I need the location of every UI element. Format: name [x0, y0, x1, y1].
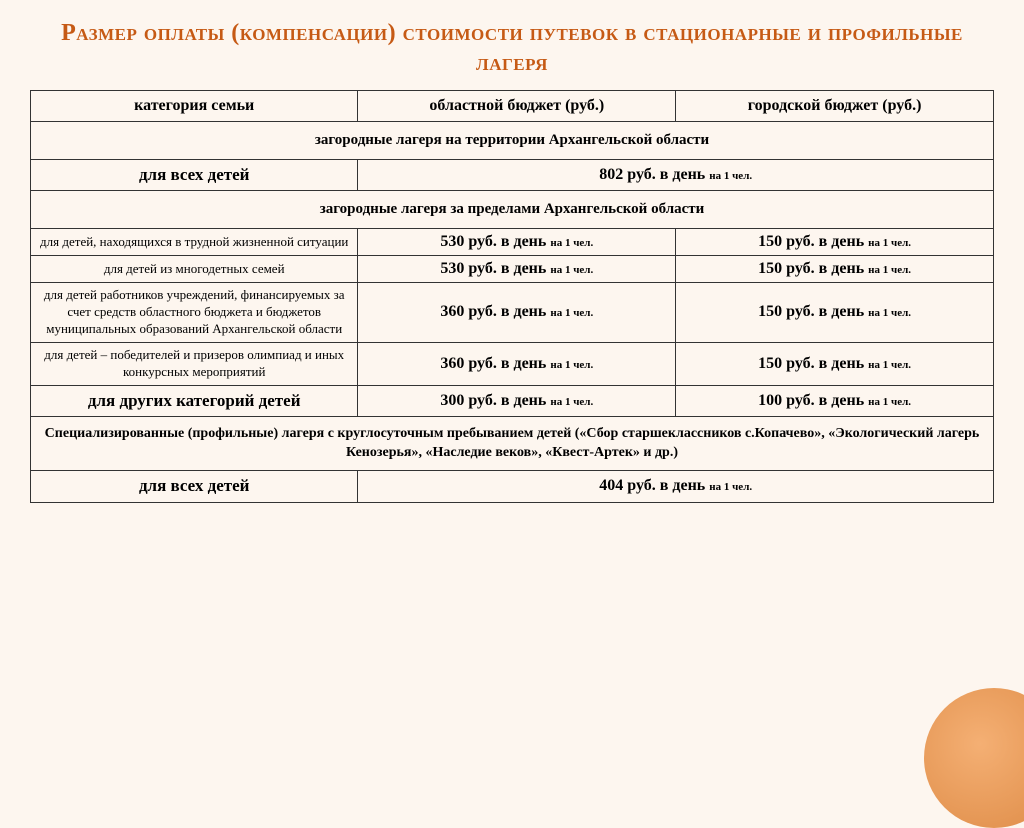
s2r3-v2-suffix: на 1 чел. — [868, 359, 911, 371]
s2r1-v1-main: 530 руб. в день — [440, 260, 546, 277]
s2r3-v2-main: 150 руб. в день — [758, 355, 864, 372]
s2r0-v2: 150 руб. в день на 1 чел. — [676, 229, 994, 256]
s3r1-value: 404 руб. в день на 1 чел. — [358, 471, 994, 502]
compensation-table: категория семьи областной бюджет (руб.) … — [30, 90, 994, 503]
header-row: категория семьи областной бюджет (руб.) … — [31, 91, 994, 122]
s1r1-value-main: 802 руб. в день — [599, 166, 705, 183]
page-title: Размер оплаты (компенсации) стоимости пу… — [30, 18, 994, 78]
s2r0-category: для детей, находящихся в трудной жизненн… — [31, 229, 358, 256]
s2r2-v2: 150 руб. в день на 1 чел. — [676, 283, 994, 343]
section-1-header: загородные лагеря на территории Архангел… — [31, 122, 994, 160]
header-city-budget: городской бюджет (руб.) — [676, 91, 994, 122]
s2r0-v2-suffix: на 1 чел. — [868, 237, 911, 249]
header-regional-budget: областной бюджет (руб.) — [358, 91, 676, 122]
s2r3-v2: 150 руб. в день на 1 чел. — [676, 342, 994, 385]
s2r1-v1: 530 руб. в день на 1 чел. — [358, 256, 676, 283]
s2r3-v1-main: 360 руб. в день — [440, 355, 546, 372]
table-row: для детей из многодетных семей 530 руб. … — [31, 256, 994, 283]
s2r2-v1: 360 руб. в день на 1 чел. — [358, 283, 676, 343]
s1r1-suffix: на 1 чел. — [709, 170, 752, 182]
s2r4-v1-main: 300 руб. в день — [440, 392, 546, 409]
s2r4-category: для других категорий детей — [31, 385, 358, 416]
s3r1-category: для всех детей — [31, 471, 358, 502]
section-1-label: загородные лагеря на территории Архангел… — [31, 122, 994, 160]
section-1-row-1: для всех детей 802 руб. в день на 1 чел. — [31, 160, 994, 191]
section-3-header: Специализированные (профильные) лагеря с… — [31, 416, 994, 471]
s2r4-v2-main: 100 руб. в день — [758, 392, 864, 409]
s2r0-v1-suffix: на 1 чел. — [550, 237, 593, 249]
s2r4-v2: 100 руб. в день на 1 чел. — [676, 385, 994, 416]
s2r2-v1-suffix: на 1 чел. — [550, 307, 593, 319]
s2r0-v2-main: 150 руб. в день — [758, 233, 864, 250]
section-3-label: Специализированные (профильные) лагеря с… — [31, 416, 994, 471]
s2r2-category: для детей работников учреждений, финанси… — [31, 283, 358, 343]
s2r2-v2-suffix: на 1 чел. — [868, 307, 911, 319]
s3r1-suffix: на 1 чел. — [709, 481, 752, 493]
table-row: для детей работников учреждений, финанси… — [31, 283, 994, 343]
s2r1-v2-suffix: на 1 чел. — [868, 264, 911, 276]
s2r1-v2-main: 150 руб. в день — [758, 260, 864, 277]
s2r2-v2-main: 150 руб. в день — [758, 303, 864, 320]
s2r4-v1: 300 руб. в день на 1 чел. — [358, 385, 676, 416]
table-row: для детей, находящихся в трудной жизненн… — [31, 229, 994, 256]
s2r0-v1: 530 руб. в день на 1 чел. — [358, 229, 676, 256]
s2r1-v1-suffix: на 1 чел. — [550, 264, 593, 276]
table-row: для детей – победителей и призеров олимп… — [31, 342, 994, 385]
s1r1-category: для всех детей — [31, 160, 358, 191]
s3r1-value-main: 404 руб. в день — [599, 477, 705, 494]
s2r4-v1-suffix: на 1 чел. — [550, 396, 593, 408]
decorative-corner-circle — [924, 688, 1024, 828]
section-3-row-1: для всех детей 404 руб. в день на 1 чел. — [31, 471, 994, 502]
s2r3-v1: 360 руб. в день на 1 чел. — [358, 342, 676, 385]
s2r1-category: для детей из многодетных семей — [31, 256, 358, 283]
section-2-label: загородные лагеря за пределами Архангель… — [31, 191, 994, 229]
s2r3-v1-suffix: на 1 чел. — [550, 359, 593, 371]
s2r4-v2-suffix: на 1 чел. — [868, 396, 911, 408]
section-2-header: загородные лагеря за пределами Архангель… — [31, 191, 994, 229]
s2r1-v2: 150 руб. в день на 1 чел. — [676, 256, 994, 283]
s2r3-category: для детей – победителей и призеров олимп… — [31, 342, 358, 385]
header-category: категория семьи — [31, 91, 358, 122]
s1r1-value: 802 руб. в день на 1 чел. — [358, 160, 994, 191]
table-row: для других категорий детей 300 руб. в де… — [31, 385, 994, 416]
s2r0-v1-main: 530 руб. в день — [440, 233, 546, 250]
s2r2-v1-main: 360 руб. в день — [440, 303, 546, 320]
